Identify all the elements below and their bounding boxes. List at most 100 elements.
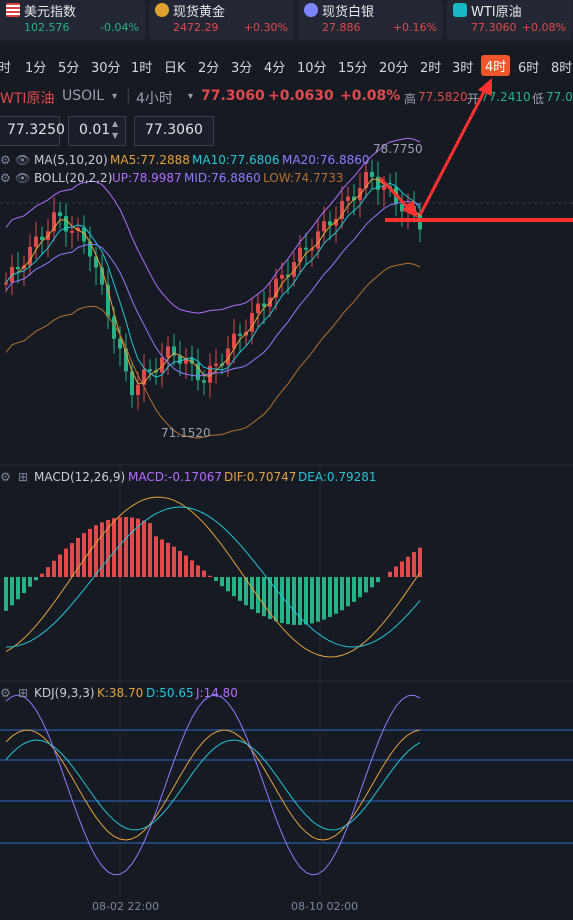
timeframe-bar: 时 1分 5分 30分 1时 日K 2分 3分 4分 10分 15分 20分 2… <box>0 52 573 80</box>
ticker-name: 现货白银 <box>322 5 375 20</box>
arrow-head-icon <box>478 78 492 96</box>
macd-bar <box>394 566 398 577</box>
macd-bar <box>88 528 92 577</box>
macd-bar <box>400 561 404 577</box>
ma10-value: MA10:77.6806 <box>192 153 280 167</box>
tab-timeframe[interactable]: 时 <box>0 61 12 76</box>
macd-bar <box>388 571 392 577</box>
candle-body <box>184 358 188 364</box>
macd-bar <box>34 577 38 581</box>
oil-icon <box>453 3 467 17</box>
tab-timeframe[interactable]: 5分 <box>58 61 80 76</box>
tab-timeframe-active[interactable]: 4时 <box>481 55 511 76</box>
candle-body <box>172 346 176 356</box>
ticker-name: WTI原油 <box>471 5 522 20</box>
candle-body <box>340 200 344 219</box>
boll-low-value: LOW:74.7733 <box>263 171 344 185</box>
tab-timeframe[interactable]: 1时 <box>131 61 153 76</box>
macd-bar <box>100 522 104 577</box>
sell-price-input[interactable]: 77.3250 <box>0 116 65 146</box>
divider: | <box>126 88 131 104</box>
high-label: 高 <box>404 92 417 106</box>
tab-timeframe[interactable]: 10分 <box>297 61 327 76</box>
candle-body <box>28 246 32 266</box>
add-icon[interactable]: ⊞ <box>18 686 29 700</box>
macd-bar <box>94 525 98 577</box>
macd-bar <box>58 554 62 577</box>
last-price: 77.3060 <box>201 88 265 104</box>
eye-icon[interactable]: 👁 <box>15 171 31 185</box>
candle-body <box>400 203 404 212</box>
settings-icon[interactable]: ⚙ <box>0 470 11 484</box>
instrument-name[interactable]: WTI原油 <box>0 91 55 107</box>
tab-timeframe[interactable]: 15分 <box>338 61 368 76</box>
high-annotation: 78.7750 <box>373 142 423 156</box>
instrument-header: WTI原油 USOIL ▾ | 4小时 ▾ 77.3060 +0.0630 +0… <box>0 86 573 108</box>
ticker-name: 美元指数 <box>24 5 77 20</box>
macd-bar <box>16 577 20 600</box>
macd-bar <box>154 536 158 577</box>
gold-icon <box>155 3 169 17</box>
ticker-card-gold[interactable]: 现货黄金 2472.29 +0.30% <box>149 0 294 40</box>
ticker-card-usd-index[interactable]: 美元指数 102.576 -0.04% <box>0 0 145 40</box>
instrument-code[interactable]: USOIL <box>62 88 105 104</box>
candle-body <box>292 262 296 277</box>
d-line <box>5 739 421 831</box>
candle-body <box>322 221 326 232</box>
macd-bar <box>106 519 110 577</box>
chevron-down-icon[interactable]: ▾ <box>188 91 194 102</box>
macd-bar <box>22 577 26 594</box>
ma20-value: MA20:76.8860 <box>282 153 370 167</box>
candle-body <box>382 186 386 190</box>
macd-bar <box>52 560 56 577</box>
macd-bar <box>364 577 368 593</box>
dif-value: DIF:0.70747 <box>224 470 297 484</box>
macd-bar <box>220 577 224 587</box>
chevron-down-icon[interactable]: ▾ <box>112 91 118 102</box>
settings-icon[interactable]: ⚙ <box>0 153 11 167</box>
ticker-price: 2472.29 <box>173 21 219 34</box>
tab-timeframe[interactable]: 6时 <box>518 61 540 76</box>
period-select[interactable]: 4小时 <box>136 91 173 107</box>
candle-body <box>142 369 146 385</box>
lot-size-input[interactable]: 0.01 <box>68 116 126 146</box>
ticker-card-silver[interactable]: 现货白银 27.886 +0.16% <box>298 0 443 40</box>
tab-timeframe[interactable]: 20分 <box>379 61 409 76</box>
tab-timeframe[interactable]: 2时 <box>420 61 442 76</box>
ticker-change: +0.08% <box>521 21 566 34</box>
macd-bar <box>112 518 116 577</box>
lot-stepper[interactable]: ▲ ▼ <box>112 119 119 140</box>
high-value: 77.5820 <box>418 90 468 104</box>
settings-icon[interactable]: ⚙ <box>0 171 11 185</box>
macd-bar <box>418 547 422 577</box>
kdj-legend-title: KDJ(9,3,3) <box>34 686 95 700</box>
macd-bar <box>244 577 248 606</box>
settings-icon[interactable]: ⚙ <box>0 686 11 700</box>
tab-timeframe[interactable]: 8时 <box>551 61 573 76</box>
candle-body <box>34 236 38 247</box>
tab-timeframe[interactable]: 3分 <box>231 61 253 76</box>
macd-legend-title: MACD(12,26,9) <box>34 470 126 484</box>
macd-bar <box>346 577 350 607</box>
tab-timeframe[interactable]: 4分 <box>264 61 286 76</box>
tab-timeframe[interactable]: 2分 <box>198 61 220 76</box>
tab-timeframe[interactable]: 3时 <box>452 61 474 76</box>
macd-bar <box>280 577 284 624</box>
eye-icon[interactable]: 👁 <box>15 153 31 167</box>
flag-icon <box>6 3 20 17</box>
tab-timeframe[interactable]: 1分 <box>25 61 47 76</box>
dea-value: DEA:0.79281 <box>298 470 377 484</box>
ticker-card-wti[interactable]: WTI原油 77.3060 +0.08% <box>447 0 572 40</box>
candle-body <box>376 176 380 190</box>
add-icon[interactable]: ⊞ <box>18 470 29 484</box>
macd-bar <box>310 577 314 624</box>
buy-price-input[interactable]: 77.3060 <box>134 116 214 146</box>
candle-body <box>346 196 350 201</box>
candle-body <box>274 278 278 298</box>
macd-bar <box>238 577 242 601</box>
tab-timeframe[interactable]: 30分 <box>91 61 121 76</box>
dea-line <box>5 506 421 648</box>
tab-timeframe[interactable]: 日K <box>164 61 186 76</box>
